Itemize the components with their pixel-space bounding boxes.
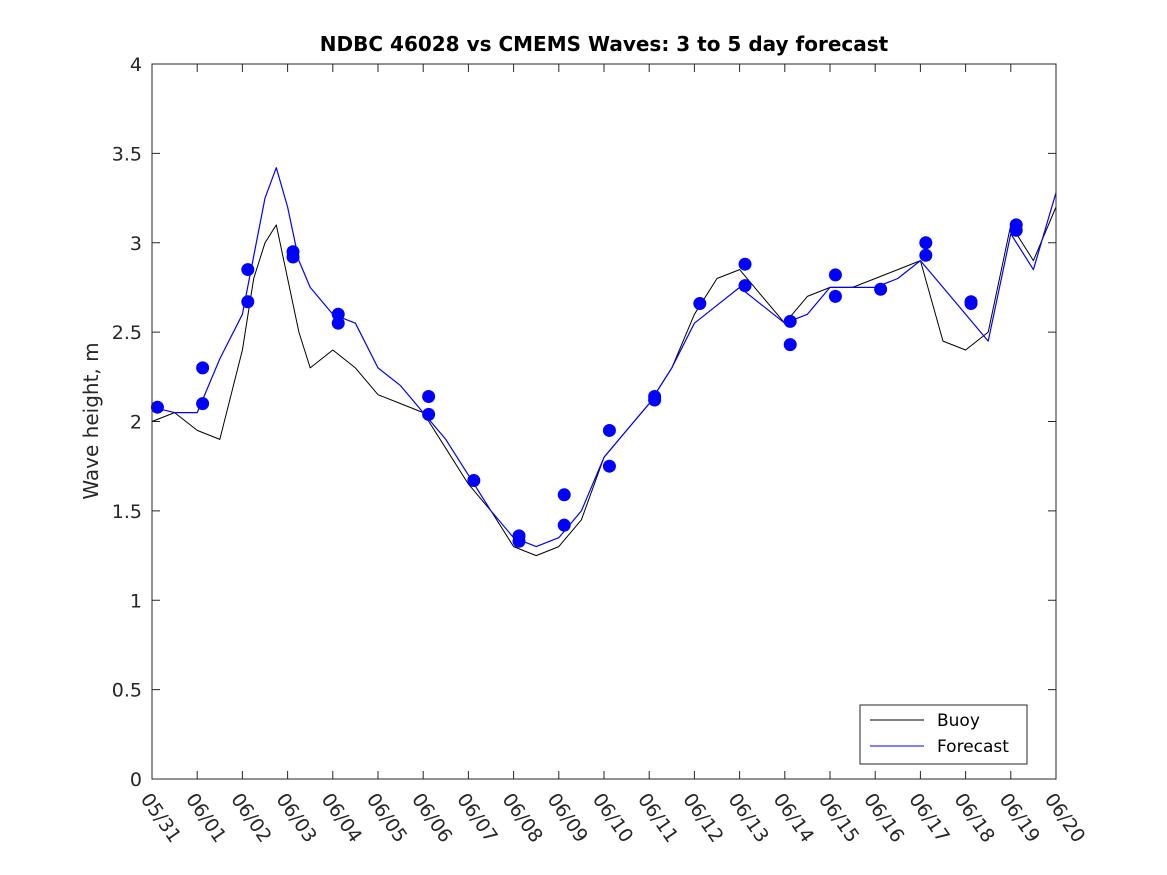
y-tick-label: 0 — [130, 769, 142, 791]
forecast-marker — [874, 282, 888, 296]
legend-box — [859, 704, 1028, 765]
forecast-marker — [828, 268, 842, 282]
forecast-marker — [331, 307, 345, 321]
forecast-marker — [422, 389, 436, 403]
forecast-line — [151, 167, 1057, 548]
y-tick-label: 4 — [130, 54, 142, 76]
forecast-marker — [422, 407, 436, 421]
y-tick-label: 2 — [130, 412, 142, 434]
y-tick-label: 1.5 — [112, 501, 142, 523]
forecast-marker — [964, 297, 978, 311]
forecast-marker — [783, 314, 797, 328]
y-axis-label: Wave height, m — [79, 342, 103, 499]
forecast-marker — [557, 488, 571, 502]
forecast-marker — [241, 295, 255, 309]
forecast-marker — [738, 257, 752, 271]
y-tick-label: 1 — [130, 590, 142, 612]
forecast-marker — [738, 279, 752, 293]
forecast-marker — [241, 263, 255, 277]
forecast-marker — [828, 289, 842, 303]
legend-forecast-label: Forecast — [937, 737, 1009, 757]
chart-title: NDBC 46028 vs CMEMS Waves: 3 to 5 day fo… — [320, 32, 889, 56]
forecast-marker — [512, 534, 526, 548]
legend: Buoy Forecast — [859, 704, 1028, 765]
forecast-marker — [467, 473, 481, 487]
plot-box — [151, 63, 1057, 780]
buoy-line — [151, 206, 1057, 557]
forecast-marker — [648, 393, 662, 407]
forecast-marker — [557, 518, 571, 532]
forecast-markers — [150, 218, 1023, 548]
forecast-marker — [602, 459, 616, 473]
forecast-marker — [286, 250, 300, 264]
y-tick-label: 3.5 — [112, 143, 142, 165]
legend-buoy-label: Buoy — [937, 711, 980, 731]
forecast-marker — [919, 248, 933, 262]
forecast-marker — [1009, 223, 1023, 237]
series-lines — [151, 167, 1057, 557]
forecast-marker — [150, 400, 164, 414]
forecast-marker — [602, 423, 616, 437]
y-axis-ticks: 0 0.5 1 1.5 2 2.5 3 3.5 4 — [112, 54, 1056, 791]
y-tick-label: 0.5 — [112, 680, 142, 702]
y-tick-label: 3 — [130, 233, 142, 255]
forecast-marker — [196, 397, 210, 411]
forecast-marker — [196, 361, 210, 375]
forecast-marker — [331, 316, 345, 330]
forecast-marker — [919, 236, 933, 250]
forecast-marker — [783, 338, 797, 352]
y-tick-label: 2.5 — [112, 322, 142, 344]
forecast-marker — [693, 297, 707, 311]
